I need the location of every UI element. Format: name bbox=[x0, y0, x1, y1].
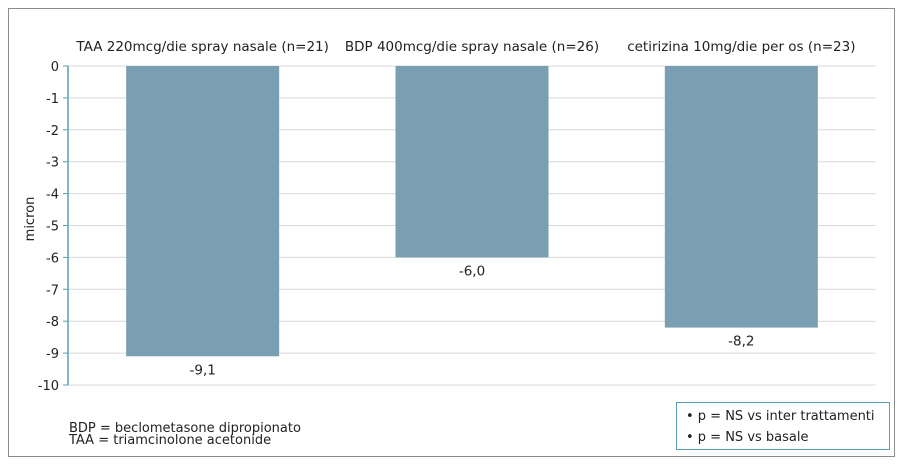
footnotes: BDP = beclometasone dipropionato TAA = t… bbox=[69, 421, 301, 448]
bar-chart: 0 -1 -2 -3 -4 -5 -6 -7 -8 -9 -10 TAA 220mcg/die spr… bbox=[23, 39, 876, 394]
y-tick-label: -10 bbox=[38, 379, 59, 394]
bar bbox=[126, 66, 280, 357]
data-label: -6,0 bbox=[459, 263, 485, 279]
significance-notes-box: • p = NS vs inter trattamenti • p = NS v… bbox=[676, 402, 890, 450]
bars bbox=[126, 66, 818, 357]
bar bbox=[395, 66, 549, 258]
bar bbox=[664, 66, 818, 328]
y-tick-label: -1 bbox=[46, 92, 59, 107]
y-tick-label: -3 bbox=[46, 156, 59, 171]
y-tick-label: 0 bbox=[51, 60, 59, 75]
note-inter-trattamenti: • p = NS vs inter trattamenti bbox=[686, 409, 875, 424]
y-axis-title: micron bbox=[23, 197, 38, 242]
category-label: BDP 400mcg/die spray nasale (n=26) bbox=[345, 39, 599, 55]
y-tick-label: -2 bbox=[46, 124, 59, 139]
data-label: -9,1 bbox=[189, 362, 215, 378]
note-basale: • p = NS vs basale bbox=[686, 430, 809, 445]
y-tick-label: -5 bbox=[46, 220, 59, 235]
chart-frame: 0 -1 -2 -3 -4 -5 -6 -7 -8 -9 -10 TAA 220mcg/die spr… bbox=[8, 8, 895, 457]
category-label: TAA 220mcg/die spray nasale (n=21) bbox=[75, 39, 328, 55]
footnote-taa: TAA = triamcinolone acetonide bbox=[69, 433, 272, 448]
footnote-bdp: BDP = beclometasone dipropionato bbox=[69, 421, 301, 436]
y-axis bbox=[63, 65, 69, 386]
labels: 0 -1 -2 -3 -4 -5 -6 -7 -8 -9 -10 TAA 220mcg/die spr… bbox=[38, 39, 856, 394]
category-label: cetirizina 10mg/die per os (n=23) bbox=[627, 39, 855, 55]
y-tick-label: -4 bbox=[46, 188, 59, 203]
y-tick-label: -8 bbox=[46, 315, 59, 330]
y-tick-label: -9 bbox=[46, 347, 59, 362]
data-label: -8,2 bbox=[728, 334, 754, 350]
y-tick-label: -7 bbox=[46, 283, 59, 298]
y-tick-label: -6 bbox=[46, 251, 59, 266]
